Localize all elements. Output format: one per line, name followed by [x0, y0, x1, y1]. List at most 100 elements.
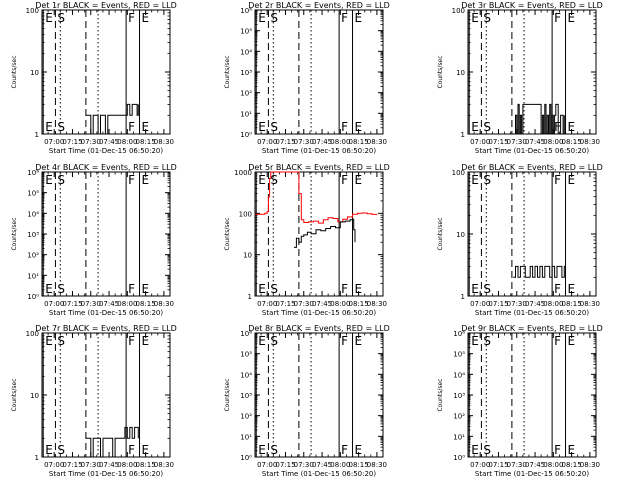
event-marker-label-top: F — [341, 334, 348, 348]
x-tick-label: 08:15 — [136, 300, 156, 308]
x-tick-label: 08:15 — [349, 461, 369, 469]
panel-title: Det 8r BLACK = Events, RED = LLD — [248, 324, 390, 333]
y-tick-label: 10³ — [27, 231, 39, 239]
event-marker-label-top: S — [483, 173, 491, 187]
event-marker-label-top: S — [57, 173, 65, 187]
x-tick-label: 08:00 — [117, 461, 137, 469]
y-tick-label: 10⁶ — [240, 7, 252, 15]
event-marker-label-bottom: S — [270, 282, 278, 296]
panel-1: Det 1r BLACK = Events, RED = LLD Counts/s… — [11, 1, 177, 155]
data-series-line — [85, 103, 139, 135]
event-marker-label-top: E — [355, 334, 363, 348]
event-marker-label-bottom: E — [142, 120, 150, 134]
y-tick-label: 10³ — [240, 69, 252, 77]
panel-title: Det 2r BLACK = Events, RED = LLD — [248, 1, 390, 10]
x-tick-label: 08:30 — [154, 461, 174, 469]
y-tick-label: 100 — [26, 330, 39, 338]
x-tick-label: 08:15 — [136, 138, 156, 146]
plot-frame — [467, 9, 597, 135]
event-marker-label-bottom: F — [554, 282, 561, 296]
event-marker-label-bottom: E — [355, 120, 363, 134]
event-marker-label-bottom: E — [45, 443, 53, 457]
x-tick-label: 07:30 — [81, 300, 101, 308]
x-tick-label: 08:30 — [154, 300, 174, 308]
panel-9: Det 9r BLACK = Events, RED = LLD Counts/s… — [437, 324, 603, 478]
event-marker-label-top: E — [568, 334, 576, 348]
y-axis-label: Counts/sec — [224, 217, 231, 250]
event-marker-label-top: E — [258, 334, 266, 348]
event-marker-label-top: E — [355, 173, 363, 187]
x-axis-label: Start Time (01-Dec-15 06:50:20) — [475, 147, 589, 155]
y-tick-label: 10⁰ — [27, 293, 39, 301]
event-marker-label-top: E — [258, 173, 266, 187]
x-tick-label: 08:00 — [330, 300, 350, 308]
x-tick-label: 08:00 — [117, 300, 137, 308]
y-tick-label: 10⁰ — [453, 454, 465, 462]
x-tick-label: 07:15 — [488, 461, 508, 469]
y-tick-label: 1 — [35, 131, 39, 139]
event-marker-label-bottom: E — [568, 282, 576, 296]
event-marker-label-bottom: F — [341, 443, 348, 457]
x-tick-label: 07:00 — [257, 138, 277, 146]
panel-8: Det 8r BLACK = Events, RED = LLD Counts/s… — [224, 324, 390, 478]
y-tick-label: 10 — [456, 69, 465, 77]
y-axis-label: Counts/sec — [11, 217, 18, 250]
x-tick-label: 07:30 — [507, 138, 527, 146]
x-tick-label: 07:00 — [470, 138, 490, 146]
y-tick-label: 10 — [456, 231, 465, 239]
x-tick-label: 08:30 — [580, 300, 600, 308]
event-marker-label-bottom: E — [142, 443, 150, 457]
panel-title: Det 5r BLACK = Events, RED = LLD — [248, 163, 390, 172]
x-tick-label: 08:15 — [562, 461, 582, 469]
y-tick-label: 100 — [452, 7, 465, 15]
event-marker-label-bottom: E — [258, 443, 266, 457]
x-tick-label: 08:15 — [136, 461, 156, 469]
x-tick-label: 07:30 — [81, 461, 101, 469]
panel-title: Det 6r BLACK = Events, RED = LLD — [461, 163, 603, 172]
plot-frame — [467, 171, 597, 297]
event-marker-label-bottom: E — [258, 282, 266, 296]
x-tick-label: 08:00 — [330, 138, 350, 146]
y-tick-label: 10⁵ — [240, 28, 252, 36]
x-tick-label: 07:00 — [470, 461, 490, 469]
x-tick-label: 07:45 — [312, 138, 332, 146]
data-series-line — [294, 218, 356, 248]
event-marker-label-bottom: E — [355, 443, 363, 457]
panel-7: Det 7r BLACK = Events, RED = LLD Counts/s… — [11, 324, 177, 478]
event-marker-label-bottom: E — [471, 120, 479, 134]
plot-frame — [254, 332, 384, 458]
x-tick-label: 08:30 — [367, 138, 387, 146]
x-tick-label: 07:45 — [312, 461, 332, 469]
event-marker-label-bottom: E — [568, 120, 576, 134]
event-marker-label-bottom: S — [270, 120, 278, 134]
event-marker-label-top: E — [568, 173, 576, 187]
x-tick-label: 08:00 — [117, 138, 137, 146]
x-tick-label: 08:00 — [543, 138, 563, 146]
x-tick-label: 07:15 — [62, 461, 82, 469]
y-tick-label: 10⁶ — [27, 169, 39, 177]
panel-6: Det 6r BLACK = Events, RED = LLD Counts/s… — [437, 163, 603, 317]
plot-frame — [41, 171, 171, 297]
x-axis-label: Start Time (01-Dec-15 06:50:20) — [49, 470, 163, 478]
event-marker-label-bottom: S — [483, 443, 491, 457]
event-marker-label-top: S — [57, 334, 65, 348]
y-tick-label: 1000 — [234, 169, 252, 177]
event-marker-label-top: S — [483, 334, 491, 348]
event-marker-label-top: S — [270, 11, 278, 25]
x-axis-label: Start Time (01-Dec-15 06:50:20) — [262, 470, 376, 478]
y-tick-label: 10² — [453, 413, 465, 421]
event-marker-label-bottom: E — [568, 443, 576, 457]
event-marker-label-bottom: S — [57, 120, 65, 134]
y-axis-label: Counts/sec — [224, 55, 231, 88]
y-tick-label: 1 — [248, 293, 252, 301]
event-marker-label-bottom: S — [483, 282, 491, 296]
y-tick-label: 100 — [452, 169, 465, 177]
event-marker-label-top: E — [45, 11, 53, 25]
event-marker-label-top: F — [554, 173, 561, 187]
x-tick-label: 07:30 — [294, 138, 314, 146]
x-tick-label: 08:00 — [543, 300, 563, 308]
event-marker-label-top: E — [258, 11, 266, 25]
y-tick-label: 1 — [461, 131, 465, 139]
panel-title: Det 9r BLACK = Events, RED = LLD — [461, 324, 603, 333]
